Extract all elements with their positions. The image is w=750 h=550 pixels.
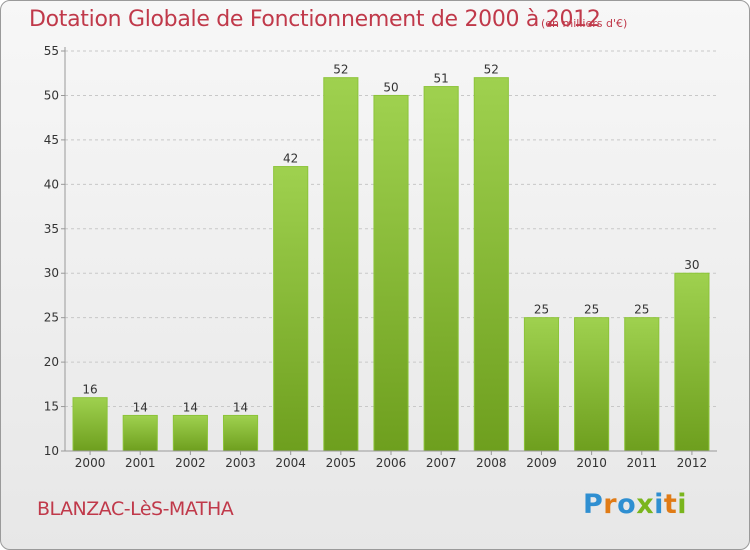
x-tick-label: 2004 bbox=[275, 456, 306, 470]
logo-letter: i bbox=[654, 489, 664, 520]
bar bbox=[122, 414, 158, 452]
bar bbox=[172, 414, 208, 452]
bar bbox=[423, 86, 459, 452]
bar-value-label: 14 bbox=[183, 400, 198, 414]
bar bbox=[473, 77, 509, 452]
bar-value-label: 25 bbox=[634, 303, 649, 317]
bar-value-label: 30 bbox=[684, 258, 699, 272]
bar-value-label: 16 bbox=[82, 383, 97, 397]
bar bbox=[72, 397, 108, 452]
x-tick-label: 2011 bbox=[626, 456, 657, 470]
logo-letter: o bbox=[617, 489, 637, 520]
bar-value-label: 42 bbox=[283, 152, 298, 166]
y-tick-label: 35 bbox=[44, 222, 59, 236]
city-name: BLANZAC-LèS-MATHA bbox=[37, 498, 234, 520]
bar-layer: 16 14 14 14 42 52 50 51 52 25 25 25 30 bbox=[72, 63, 710, 452]
y-tick-label: 15 bbox=[44, 400, 59, 414]
unit-label: (en milliers d'€) bbox=[541, 17, 628, 30]
bar bbox=[523, 317, 560, 452]
x-tick-label: 2006 bbox=[376, 456, 407, 470]
x-tick-label: 2010 bbox=[576, 456, 607, 470]
y-tick-label: 45 bbox=[44, 133, 59, 147]
x-tick-label: 2003 bbox=[225, 456, 256, 470]
bar bbox=[373, 94, 409, 452]
x-tick-label: 2009 bbox=[526, 456, 557, 470]
logo-letter: t bbox=[663, 489, 678, 520]
bar-value-label: 14 bbox=[133, 400, 148, 414]
bar-value-label: 52 bbox=[333, 63, 348, 77]
bar bbox=[574, 317, 610, 452]
y-tick-label: 20 bbox=[44, 355, 59, 369]
y-tick-label: 30 bbox=[44, 266, 59, 280]
bar bbox=[323, 77, 359, 452]
bar-value-label: 25 bbox=[534, 303, 549, 317]
y-tick-label: 40 bbox=[44, 177, 59, 191]
bar bbox=[273, 166, 309, 452]
logo-letter: P bbox=[583, 489, 604, 520]
x-tick-label: 2005 bbox=[326, 456, 357, 470]
bar-value-label: 52 bbox=[484, 63, 499, 77]
x-tick-label: 2002 bbox=[175, 456, 206, 470]
x-tick-label: 2000 bbox=[75, 456, 106, 470]
bar-value-label: 14 bbox=[233, 400, 248, 414]
chart-title: Dotation Globale de Fonctionnement de 20… bbox=[29, 7, 601, 32]
logo-letter: r bbox=[603, 489, 618, 520]
logo-letter: i bbox=[677, 489, 688, 520]
x-tick-label: 2012 bbox=[677, 456, 708, 470]
bar-value-label: 25 bbox=[584, 303, 599, 317]
proxiti-logo: Proxiti bbox=[583, 489, 687, 520]
bar bbox=[222, 414, 259, 452]
y-tick-label: 25 bbox=[44, 311, 59, 325]
x-tick-label: 2007 bbox=[426, 456, 457, 470]
y-tick-label: 55 bbox=[44, 44, 59, 58]
y-tick-label: 50 bbox=[44, 88, 59, 102]
x-tick-label: 2001 bbox=[125, 456, 156, 470]
logo-letter: x bbox=[636, 489, 655, 520]
bar bbox=[624, 317, 660, 452]
bar bbox=[674, 272, 710, 452]
y-tick-label: 10 bbox=[44, 444, 59, 458]
axis-layer: 10 15 20 25 30 35 40 45 50 55 2000 2001 2002 2003 2004… bbox=[44, 44, 717, 470]
bar-value-label: 50 bbox=[383, 80, 398, 94]
bar-value-label: 51 bbox=[434, 72, 449, 86]
x-tick-label: 2008 bbox=[476, 456, 507, 470]
